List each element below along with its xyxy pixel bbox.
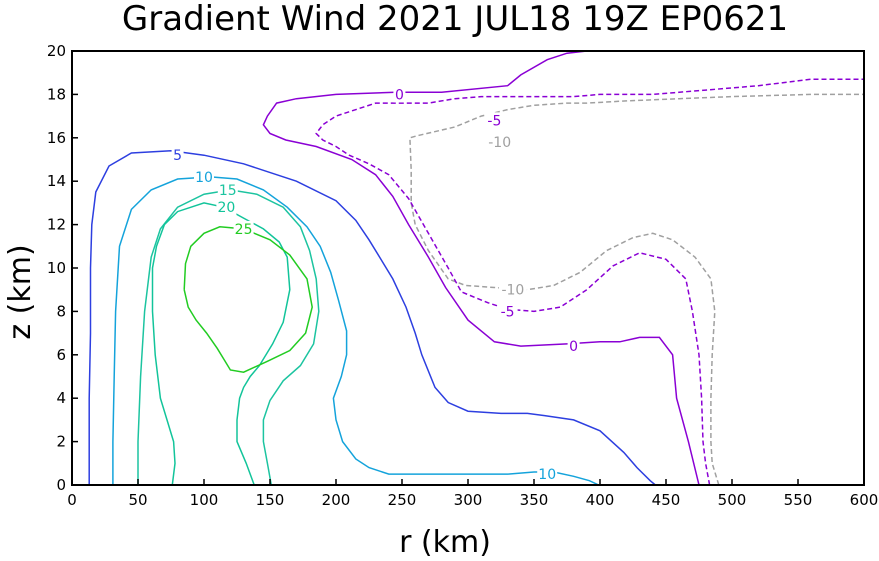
y-tick-label: 18 — [47, 85, 66, 103]
x-tick-label: 100 — [190, 491, 219, 509]
x-tick-label: 0 — [67, 491, 77, 509]
x-tick-label: 250 — [388, 491, 417, 509]
contour-label-0: 0 — [569, 339, 578, 355]
contour-label-background — [194, 168, 214, 185]
contour-label-15: 15 — [219, 183, 237, 199]
y-tick-label: 20 — [47, 42, 66, 60]
contour-line-5 — [88, 150, 656, 486]
x-tick-label: 600 — [850, 491, 879, 509]
contour-line--10 — [409, 93, 864, 486]
y-axis-ticks: 0 2 4 6 8 10 12 14 16 18 20 — [47, 42, 78, 494]
x-tick-label: 300 — [454, 491, 483, 509]
y-tick-label: 16 — [47, 129, 66, 147]
contour-label-background — [171, 147, 184, 164]
contour-label-background — [484, 112, 505, 129]
contour-line-20 — [151, 202, 291, 486]
contour-label-10: 10 — [195, 170, 213, 186]
contour-line-15 — [137, 189, 320, 486]
x-tick-label: 400 — [586, 491, 615, 509]
contour-line-25 — [183, 226, 313, 373]
y-tick-label: 4 — [56, 389, 66, 407]
y-tick-label: 2 — [56, 433, 66, 451]
contour-label-background — [233, 220, 254, 237]
contour-label-0: 0 — [395, 87, 404, 103]
contour-line-10 — [112, 176, 600, 486]
chart-title: Gradient Wind 2021 JUL18 19Z EP0621 — [122, 0, 788, 39]
contour-label-background — [216, 199, 237, 216]
x-tick-label: 150 — [256, 491, 285, 509]
y-tick-label: 6 — [56, 346, 66, 364]
contour-label-10: 10 — [538, 467, 556, 483]
contour-line--5 — [315, 78, 864, 486]
x-tick-label: 450 — [652, 491, 681, 509]
y-tick-label: 0 — [56, 476, 66, 494]
contour-line-0 — [262, 50, 700, 486]
x-tick-label: 200 — [322, 491, 351, 509]
contour-label-background — [485, 134, 514, 151]
y-tick-label: 12 — [47, 216, 66, 234]
contour-label-background — [393, 86, 406, 103]
contour-label-background — [497, 303, 518, 320]
contour-label-background — [217, 181, 238, 198]
plot-frame — [71, 50, 865, 486]
contour-label-5: 5 — [173, 148, 182, 164]
contour-label-background — [537, 466, 558, 483]
contour-label--5: -5 — [501, 304, 515, 320]
contour-label--10: -10 — [488, 135, 511, 151]
x-tick-label: 500 — [718, 491, 747, 509]
contour-lines — [88, 50, 864, 486]
y-tick-label: 8 — [56, 302, 66, 320]
contour-label-background — [567, 338, 580, 355]
x-axis-label: r (km) — [399, 525, 491, 560]
x-tick-label: 350 — [520, 491, 549, 509]
contour-label-20: 20 — [217, 200, 235, 216]
x-tick-label: 550 — [784, 491, 813, 509]
y-tick-label: 14 — [47, 172, 66, 190]
contour-label-25: 25 — [235, 222, 253, 238]
y-axis-label: z (km) — [3, 244, 38, 339]
contour-label-background — [498, 281, 527, 298]
y-tick-label: 10 — [47, 259, 66, 277]
x-tick-label: 50 — [128, 491, 147, 509]
contour-label--10: -10 — [501, 283, 524, 299]
contour-label--5: -5 — [487, 113, 501, 129]
x-axis-ticks: 0 50 100 150 200 250 300 350 400 450 500 550 600 — [67, 479, 878, 509]
